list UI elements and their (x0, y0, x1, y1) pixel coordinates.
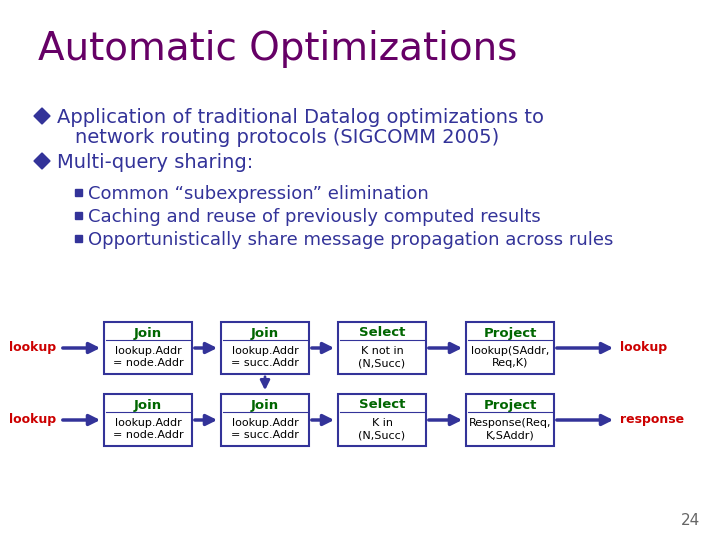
Polygon shape (34, 153, 50, 169)
Text: lookup.Addr
= node.Addr: lookup.Addr = node.Addr (113, 346, 184, 368)
Bar (75, 212, 82, 219)
Text: Common “subexpression” elimination: Common “subexpression” elimination (88, 185, 428, 203)
Text: lookup.Addr
= succ.Addr: lookup.Addr = succ.Addr (231, 417, 299, 441)
Text: lookup: lookup (9, 414, 56, 427)
Text: Multi-query sharing:: Multi-query sharing: (57, 153, 253, 172)
Text: Application of traditional Datalog optimizations to: Application of traditional Datalog optim… (57, 108, 544, 127)
Text: Join: Join (134, 327, 162, 340)
Text: Caching and reuse of previously computed results: Caching and reuse of previously computed… (88, 208, 541, 226)
Text: Response(Req,
K,SAddr): Response(Req, K,SAddr) (469, 417, 552, 441)
Text: lookup(SAddr,
Req,K): lookup(SAddr, Req,K) (471, 346, 549, 368)
FancyBboxPatch shape (338, 322, 426, 374)
FancyBboxPatch shape (104, 394, 192, 446)
FancyBboxPatch shape (466, 394, 554, 446)
Text: Automatic Optimizations: Automatic Optimizations (38, 30, 518, 68)
Bar (75, 235, 82, 242)
Text: lookup: lookup (9, 341, 56, 354)
Text: Join: Join (251, 399, 279, 411)
Text: Select: Select (359, 399, 405, 411)
Text: K in
(N,Succ): K in (N,Succ) (359, 417, 405, 441)
Text: network routing protocols (SIGCOMM 2005): network routing protocols (SIGCOMM 2005) (75, 128, 499, 147)
Text: lookup.Addr
= succ.Addr: lookup.Addr = succ.Addr (231, 346, 299, 368)
Text: Join: Join (134, 399, 162, 411)
Text: Opportunistically share message propagation across rules: Opportunistically share message propagat… (88, 231, 613, 249)
Text: lookup.Addr
= node.Addr: lookup.Addr = node.Addr (113, 417, 184, 441)
FancyBboxPatch shape (466, 322, 554, 374)
Text: lookup: lookup (620, 341, 667, 354)
FancyBboxPatch shape (338, 394, 426, 446)
Text: Join: Join (251, 327, 279, 340)
Text: 24: 24 (680, 513, 700, 528)
Text: Project: Project (483, 327, 536, 340)
FancyBboxPatch shape (221, 322, 309, 374)
FancyBboxPatch shape (221, 394, 309, 446)
Text: Project: Project (483, 399, 536, 411)
Text: response: response (620, 414, 684, 427)
Text: K not in
(N,Succ): K not in (N,Succ) (359, 346, 405, 368)
Text: Select: Select (359, 327, 405, 340)
Bar (75, 189, 82, 196)
FancyBboxPatch shape (104, 322, 192, 374)
Polygon shape (34, 108, 50, 124)
